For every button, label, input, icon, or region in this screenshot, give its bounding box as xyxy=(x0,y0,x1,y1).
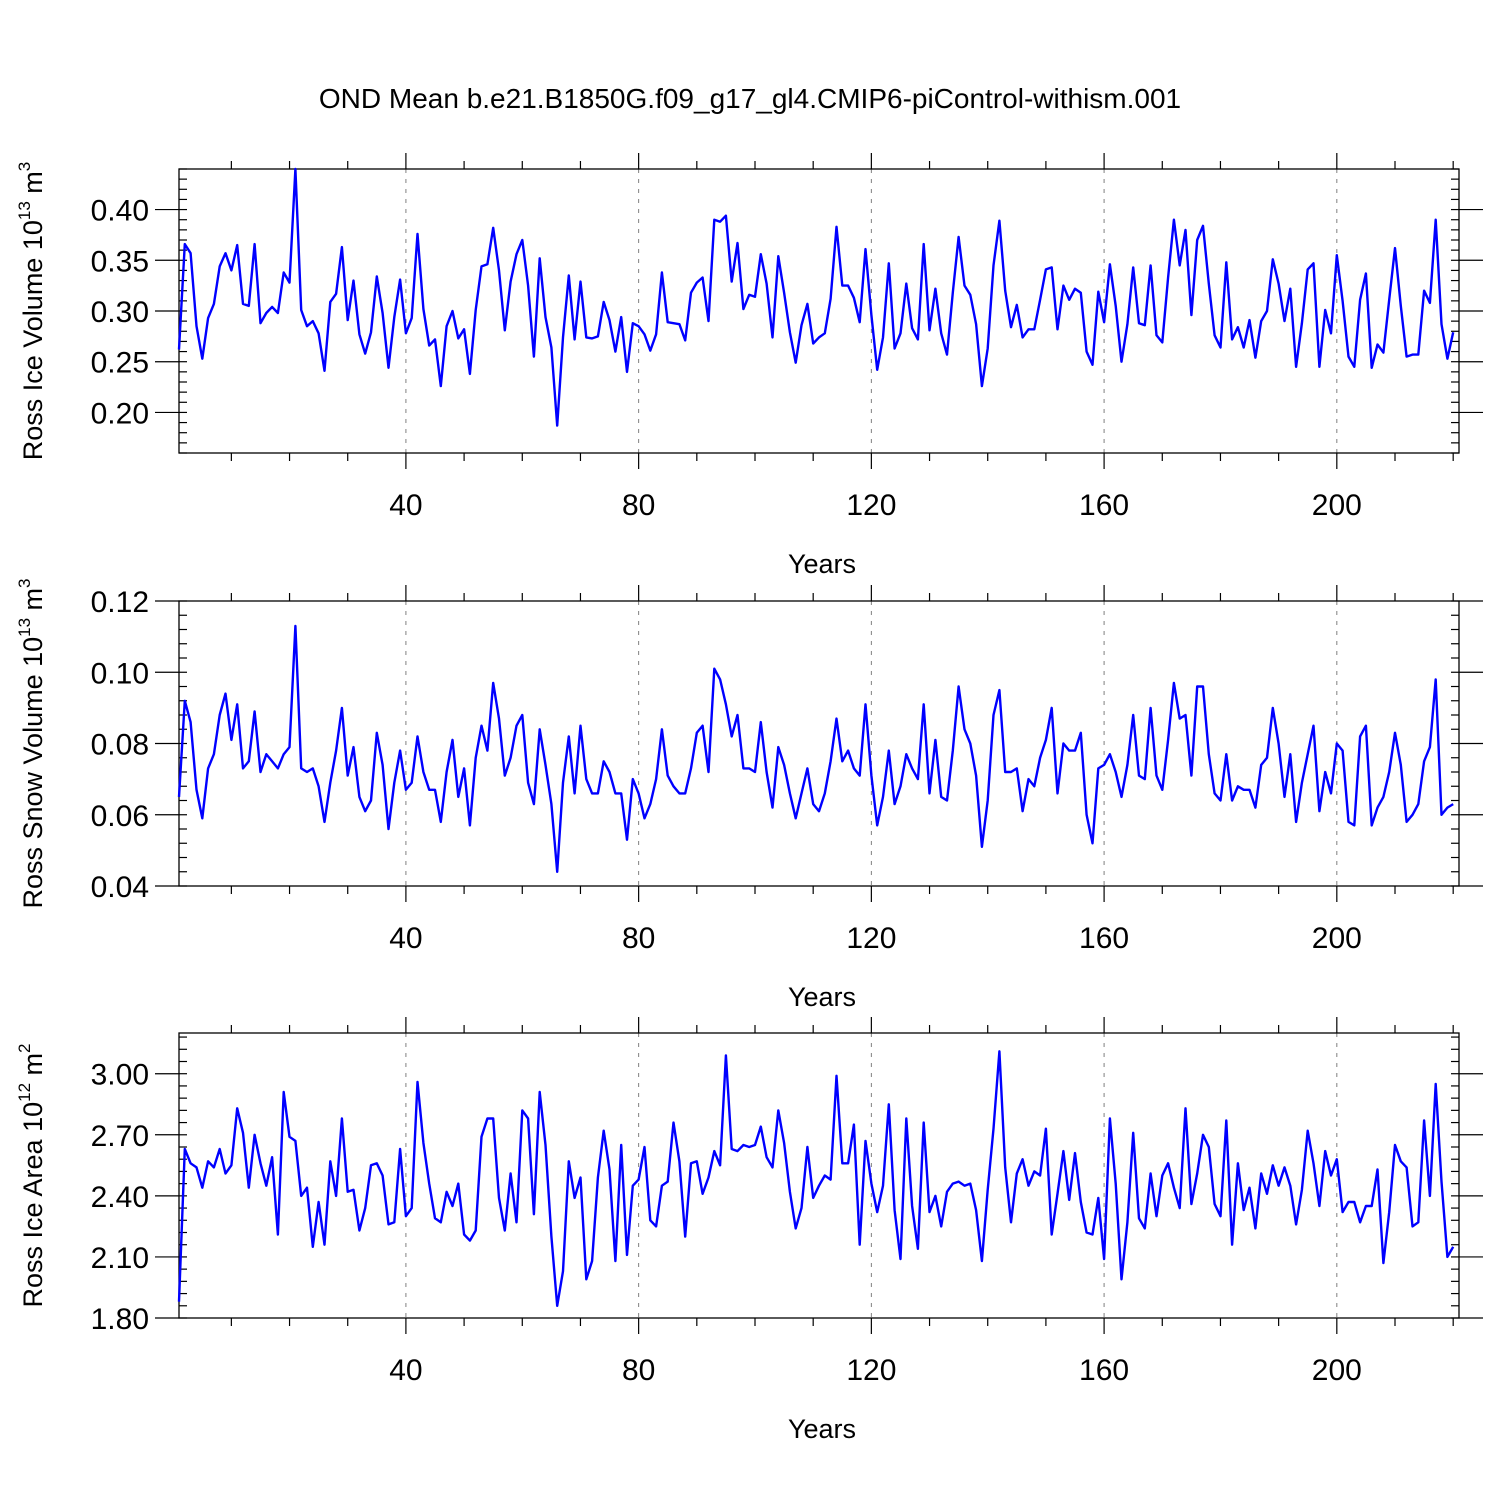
ice-volume-plot-frame xyxy=(178,168,1460,454)
ice-area-panel: 1.80 2.10 2.40 2.70 3.00 40 80 120 160 200 Years Ro… xyxy=(15,1017,1483,1444)
ice-volume-ytick-label: 0.20 xyxy=(91,397,149,430)
ice-area-xtick-label: 40 xyxy=(389,1354,422,1387)
ice-area-y-label-ylabel-unit: m xyxy=(18,1053,48,1083)
ice-volume-xtick-label: 40 xyxy=(389,489,422,522)
snow-volume-ytick-label: 0.08 xyxy=(91,729,149,762)
ice-volume-ytick-label: 0.35 xyxy=(91,245,149,278)
snow-volume-series-line xyxy=(177,624,1454,873)
ice-volume-ytick-label: 0.25 xyxy=(91,347,149,380)
ice-volume-y-label-ylabel-text: Ross Ice Volume 10 xyxy=(18,220,48,460)
ice-area-ytick-label: 2.10 xyxy=(91,1242,149,1275)
ice-volume-y-label-ylabel-unit: m xyxy=(18,171,48,201)
snow-volume-xtick-label: 160 xyxy=(1079,922,1129,955)
ice-area-xtick-label: 120 xyxy=(846,1354,896,1387)
snow-volume-y-label-ylabel-exp: 13 xyxy=(15,618,34,637)
snow-volume-xtick-label: 80 xyxy=(622,922,655,955)
ice-area-series-line xyxy=(177,1050,1455,1308)
snow-volume-plot-frame xyxy=(178,600,1460,887)
snow-volume-ytick-label: 0.06 xyxy=(91,800,149,833)
ice-volume-xtick-label: 80 xyxy=(622,489,655,522)
ice-volume-y-axis-label: Ross Ice Volume 1013 m3 xyxy=(15,162,48,461)
ice-volume-y-label-ylabel-unit-exp: 3 xyxy=(15,162,34,171)
ice-area-ytick-label: 2.70 xyxy=(91,1120,149,1153)
snow-volume-y-label-ylabel-unit-exp: 3 xyxy=(15,578,34,587)
snow-volume-y-label-ylabel-unit: m xyxy=(18,588,48,618)
ice-volume-xtick-label: 160 xyxy=(1079,489,1129,522)
ice-volume-ytick-label: 0.40 xyxy=(91,195,149,228)
ice-area-y-label-ylabel-unit-exp: 2 xyxy=(15,1043,34,1052)
snow-volume-xtick-label: 200 xyxy=(1312,922,1362,955)
ice-area-y-axis-label: Ross Ice Area 1012 m2 xyxy=(15,1043,48,1307)
snow-volume-ytick-label: 0.12 xyxy=(91,586,149,619)
ice-volume-y-label-ylabel-exp: 13 xyxy=(15,201,34,220)
ice-area-xtick-label: 80 xyxy=(622,1354,655,1387)
snow-volume-panel: 0.04 0.06 0.08 0.10 0.12 40 80 120 160 200 Years Ro… xyxy=(15,578,1483,1012)
ice-area-plot-frame xyxy=(178,1032,1460,1319)
ice-area-xtick-label: 200 xyxy=(1312,1354,1362,1387)
ice-area-ytick-label: 2.40 xyxy=(91,1181,149,1214)
ice-volume-series-line xyxy=(177,167,1455,427)
snow-volume-ytick-label: 0.04 xyxy=(91,871,149,904)
ice-area-y-label-ylabel-exp: 12 xyxy=(15,1083,34,1102)
panels: 0.20 0.25 0.30 0.35 0.40 40 80 120 160 200 Years Ro… xyxy=(15,153,1483,1444)
chart-title: OND Mean b.e21.B1850G.f09_g17_gl4.CMIP6-… xyxy=(319,83,1181,114)
ice-area-y-label-ylabel-text: Ross Ice Area 10 xyxy=(18,1102,48,1308)
snow-volume-xtick-label: 120 xyxy=(846,922,896,955)
snow-volume-x-axis-label: Years xyxy=(788,982,856,1012)
snow-volume-ytick-label: 0.10 xyxy=(91,657,149,690)
ice-area-x-axis-label: Years xyxy=(788,1414,856,1444)
ice-volume-ytick-label: 0.30 xyxy=(91,296,149,329)
snow-volume-y-axis-label: Ross Snow Volume 1013 m3 xyxy=(15,578,48,908)
snow-volume-y-label-ylabel-text: Ross Snow Volume 10 xyxy=(18,637,48,909)
ice-volume-xtick-label: 120 xyxy=(846,489,896,522)
ice-area-ytick-label: 3.00 xyxy=(91,1059,149,1092)
snow-volume-xtick-label: 40 xyxy=(389,922,422,955)
ice-volume-xtick-label: 200 xyxy=(1312,489,1362,522)
ice-volume-panel: 0.20 0.25 0.30 0.35 0.40 40 80 120 160 200 Years Ro… xyxy=(15,153,1483,579)
ice-area-xtick-label: 160 xyxy=(1079,1354,1129,1387)
ice-volume-x-axis-label: Years xyxy=(788,549,856,579)
ice-area-ytick-label: 1.80 xyxy=(91,1303,149,1336)
